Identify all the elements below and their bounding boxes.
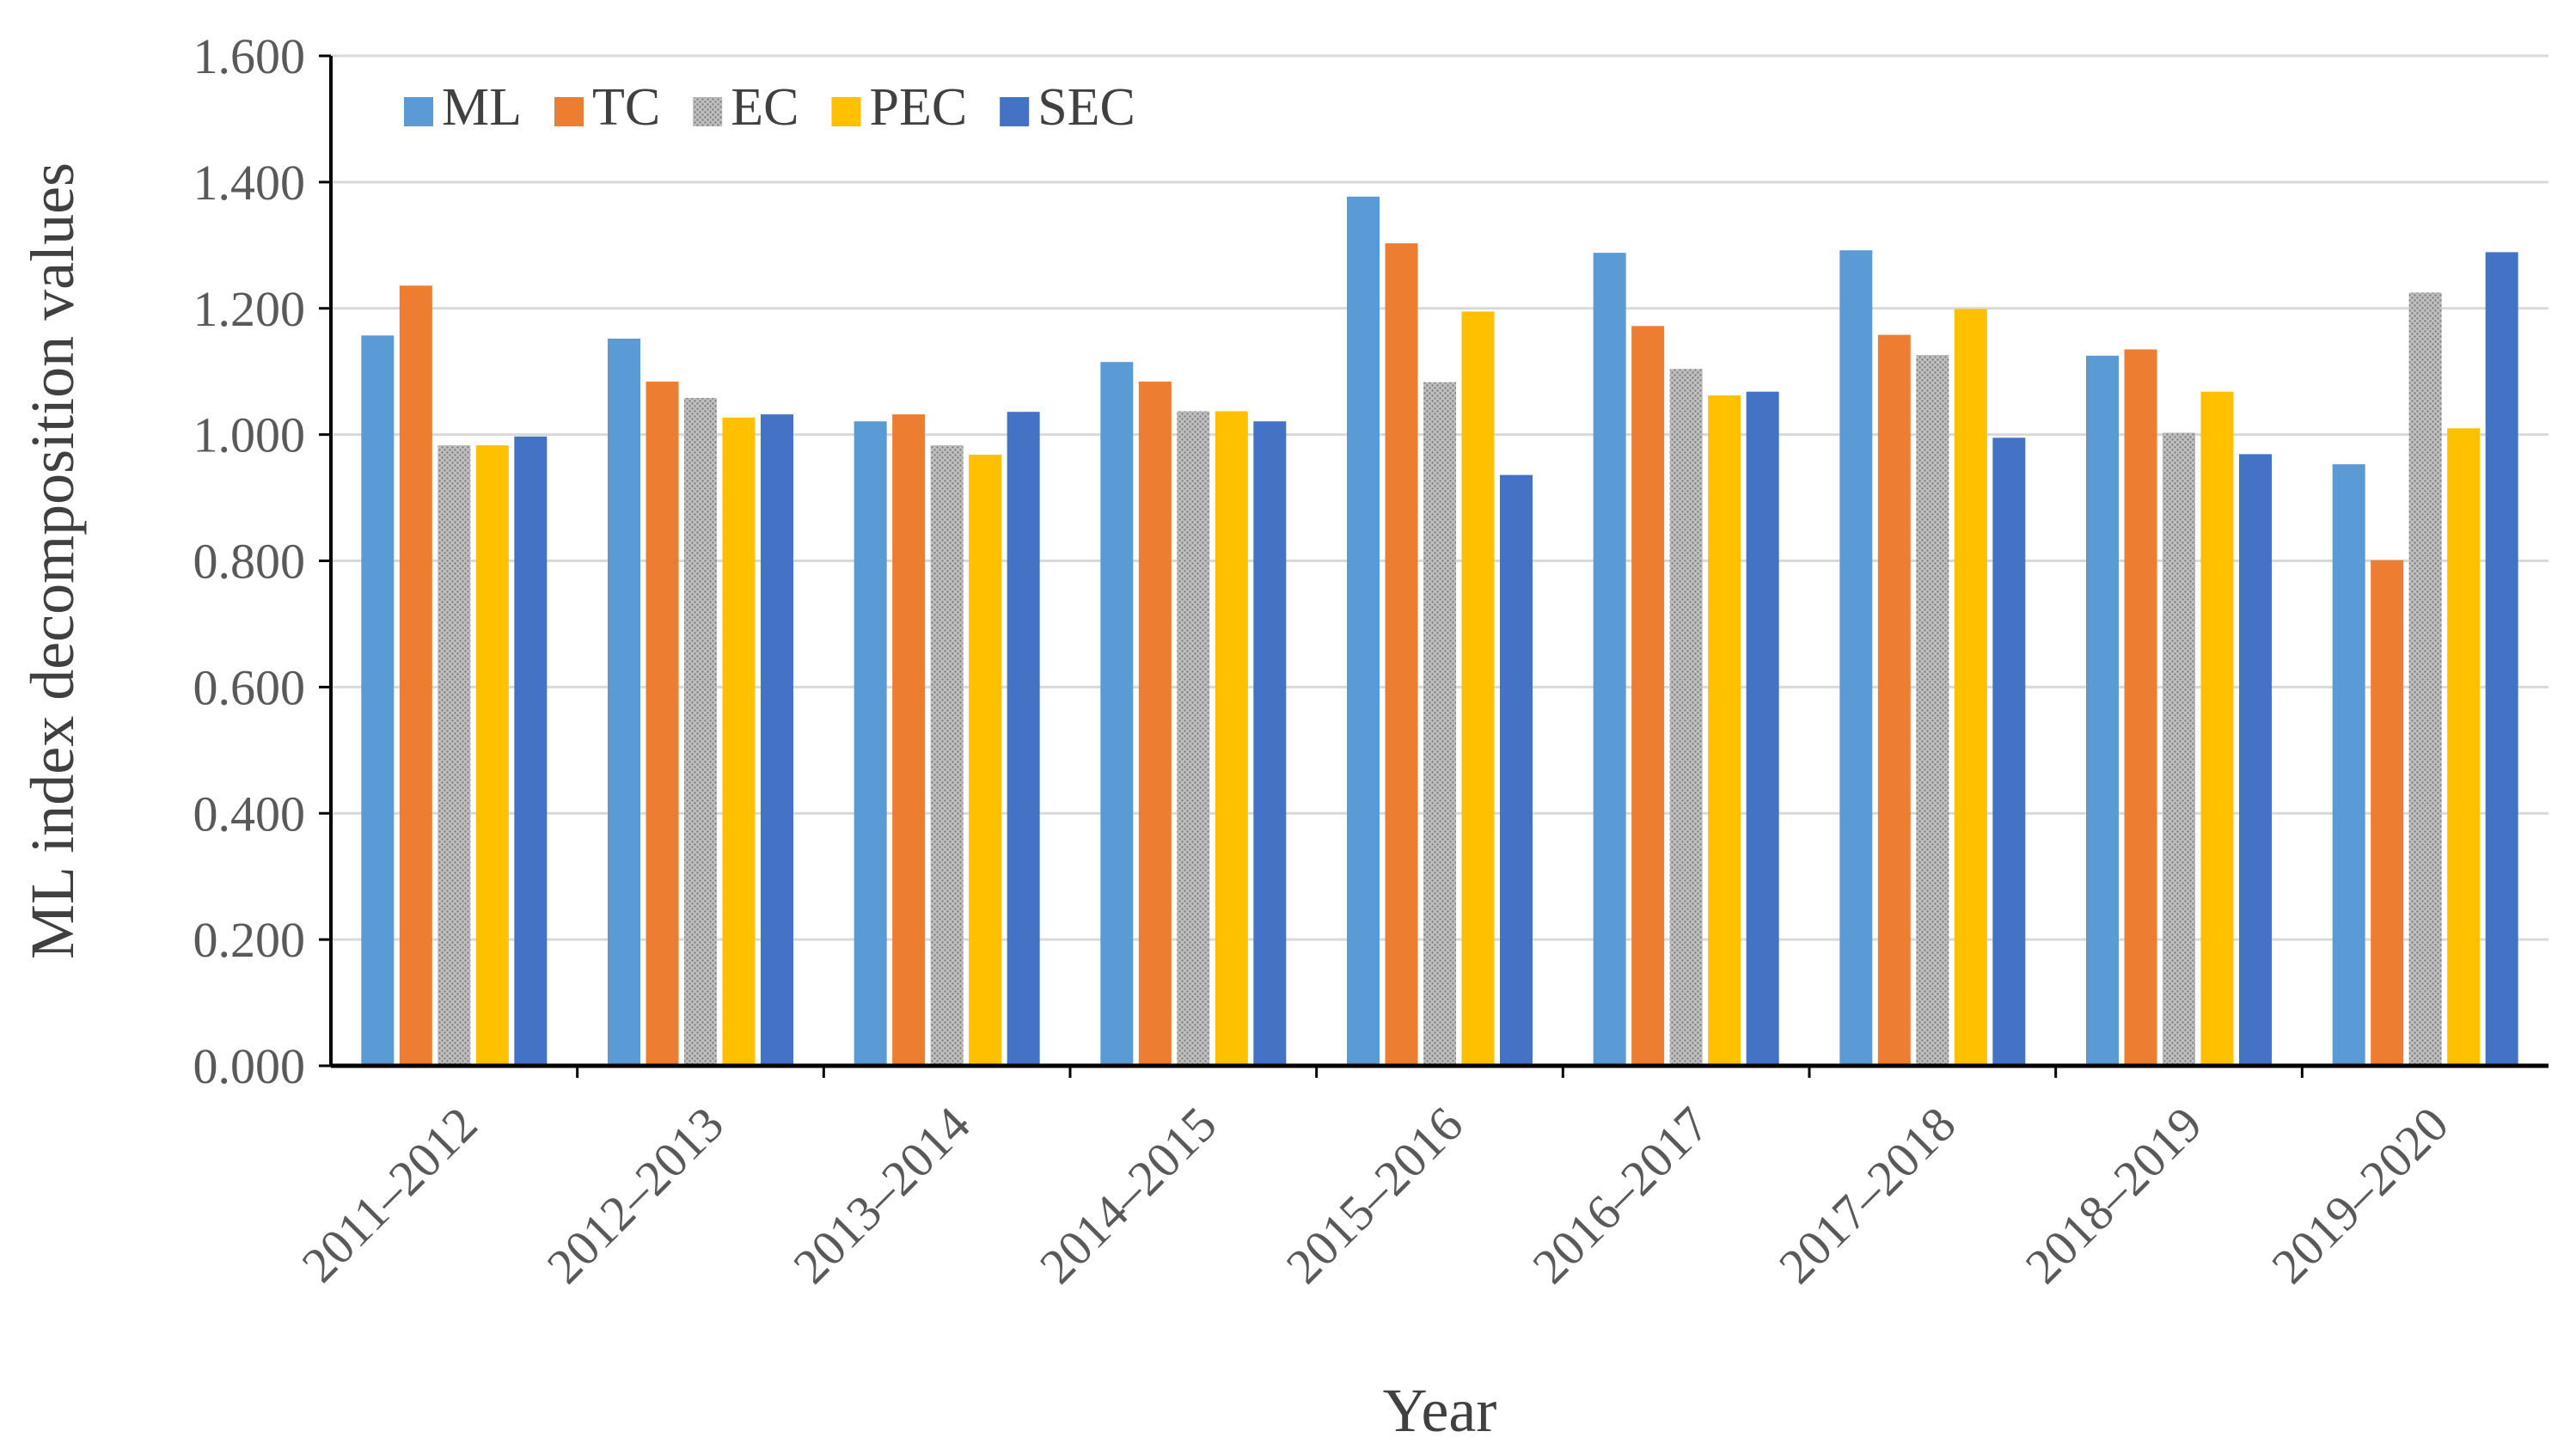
- bar-ml: [854, 421, 887, 1066]
- y-tick-label: 0.800: [193, 534, 306, 590]
- legend-label-ml: ML: [442, 78, 522, 137]
- x-tick-label: 2015–2016: [1276, 1096, 1474, 1294]
- legend-label-tc: TC: [592, 78, 660, 137]
- bar-ec: [930, 445, 964, 1066]
- x-tick-label: 2016–2017: [1521, 1096, 1720, 1294]
- bar-ml: [361, 335, 395, 1066]
- bar-pec: [1461, 311, 1495, 1066]
- legend-label-ec: EC: [731, 78, 799, 137]
- bar-ec: [1669, 369, 1703, 1066]
- y-tick-label: 0.400: [193, 786, 306, 841]
- bar-sec: [2239, 454, 2272, 1066]
- y-tick-label: 1.200: [193, 281, 306, 337]
- x-tick-label: 2019–2020: [2261, 1096, 2459, 1294]
- y-tick-label: 0.200: [193, 912, 306, 968]
- y-axis-title: ML index decomposition values: [18, 162, 87, 959]
- bar-sec: [1007, 412, 1040, 1066]
- y-tick-label: 0.600: [193, 659, 306, 715]
- bar-pec: [475, 445, 509, 1066]
- bar-ec: [2163, 432, 2195, 1066]
- x-tick-labels: 2011–2012 2012–2013 2013–2014 2014–2015 2015…: [291, 1096, 2459, 1294]
- legend-label-sec: SEC: [1037, 78, 1135, 137]
- bar-sec: [761, 414, 793, 1066]
- x-tick-label: 2018–2019: [2015, 1096, 2213, 1294]
- y-tick-label: 1.000: [193, 407, 306, 463]
- bar-pec: [969, 455, 1002, 1066]
- legend-swatch-tc: [554, 97, 584, 126]
- bar-ec: [1916, 355, 1949, 1066]
- bar-tc: [2371, 560, 2404, 1066]
- legend: ML TC EC PEC SEC: [404, 78, 1135, 137]
- x-axis-title: Year: [1383, 1376, 1497, 1445]
- bar-sec: [1992, 437, 2026, 1066]
- bar-ec: [438, 445, 471, 1066]
- bar-ec: [1423, 382, 1456, 1066]
- bar-tc: [2124, 349, 2157, 1066]
- bar-ml: [1593, 253, 1626, 1066]
- bar-pec: [2447, 428, 2481, 1066]
- bar-ec: [1177, 411, 1210, 1066]
- bar-ec: [2408, 292, 2442, 1066]
- y-tick-labels: 0.000 0.200 0.400 0.600 0.800 1.000 1.200 1.400…: [193, 28, 306, 1094]
- bars: [361, 196, 2518, 1066]
- bar-pec: [1708, 395, 1741, 1066]
- bar-ml: [608, 339, 640, 1066]
- y-tick-label: 1.600: [193, 28, 306, 84]
- x-tick-label: 2013–2014: [782, 1096, 981, 1294]
- bar-sec: [1253, 421, 1287, 1066]
- bar-ml: [2086, 355, 2119, 1066]
- bar-tc: [1385, 243, 1418, 1066]
- legend-swatch-ml: [404, 97, 433, 126]
- bar-tc: [399, 285, 432, 1066]
- x-tick-label: 2017–2018: [1768, 1096, 1967, 1294]
- bar-ec: [684, 398, 717, 1066]
- legend-swatch-ec: [693, 97, 723, 126]
- bar-tc: [1877, 334, 1911, 1066]
- x-tick-label: 2014–2015: [1029, 1096, 1227, 1294]
- legend-label-pec: PEC: [869, 78, 967, 137]
- bar-pec: [1215, 411, 1248, 1066]
- bar-ml: [2332, 464, 2365, 1066]
- y-tick-label: 0.000: [193, 1038, 306, 1094]
- bar-pec: [722, 417, 756, 1066]
- bar-tc: [646, 381, 679, 1066]
- bar-ml: [1347, 196, 1380, 1066]
- bar-tc: [892, 414, 926, 1066]
- bar-pec: [1954, 309, 1987, 1066]
- x-tick-label: 2011–2012: [291, 1096, 488, 1293]
- bar-ml: [1839, 250, 1873, 1066]
- bar-tc: [1138, 381, 1172, 1066]
- bar-ml: [1100, 362, 1134, 1066]
- y-tick-label: 1.400: [193, 155, 306, 211]
- bar-pec: [2200, 391, 2234, 1066]
- legend-swatch-sec: [1000, 97, 1030, 126]
- bar-sec: [514, 436, 548, 1066]
- bar-sec: [2485, 252, 2518, 1066]
- axes: [329, 56, 2549, 1078]
- bar-tc: [1631, 326, 1665, 1066]
- x-tick-label: 2012–2013: [536, 1096, 735, 1294]
- legend-swatch-pec: [831, 97, 861, 126]
- bar-sec: [1500, 474, 1533, 1066]
- bar-sec: [1746, 391, 1779, 1066]
